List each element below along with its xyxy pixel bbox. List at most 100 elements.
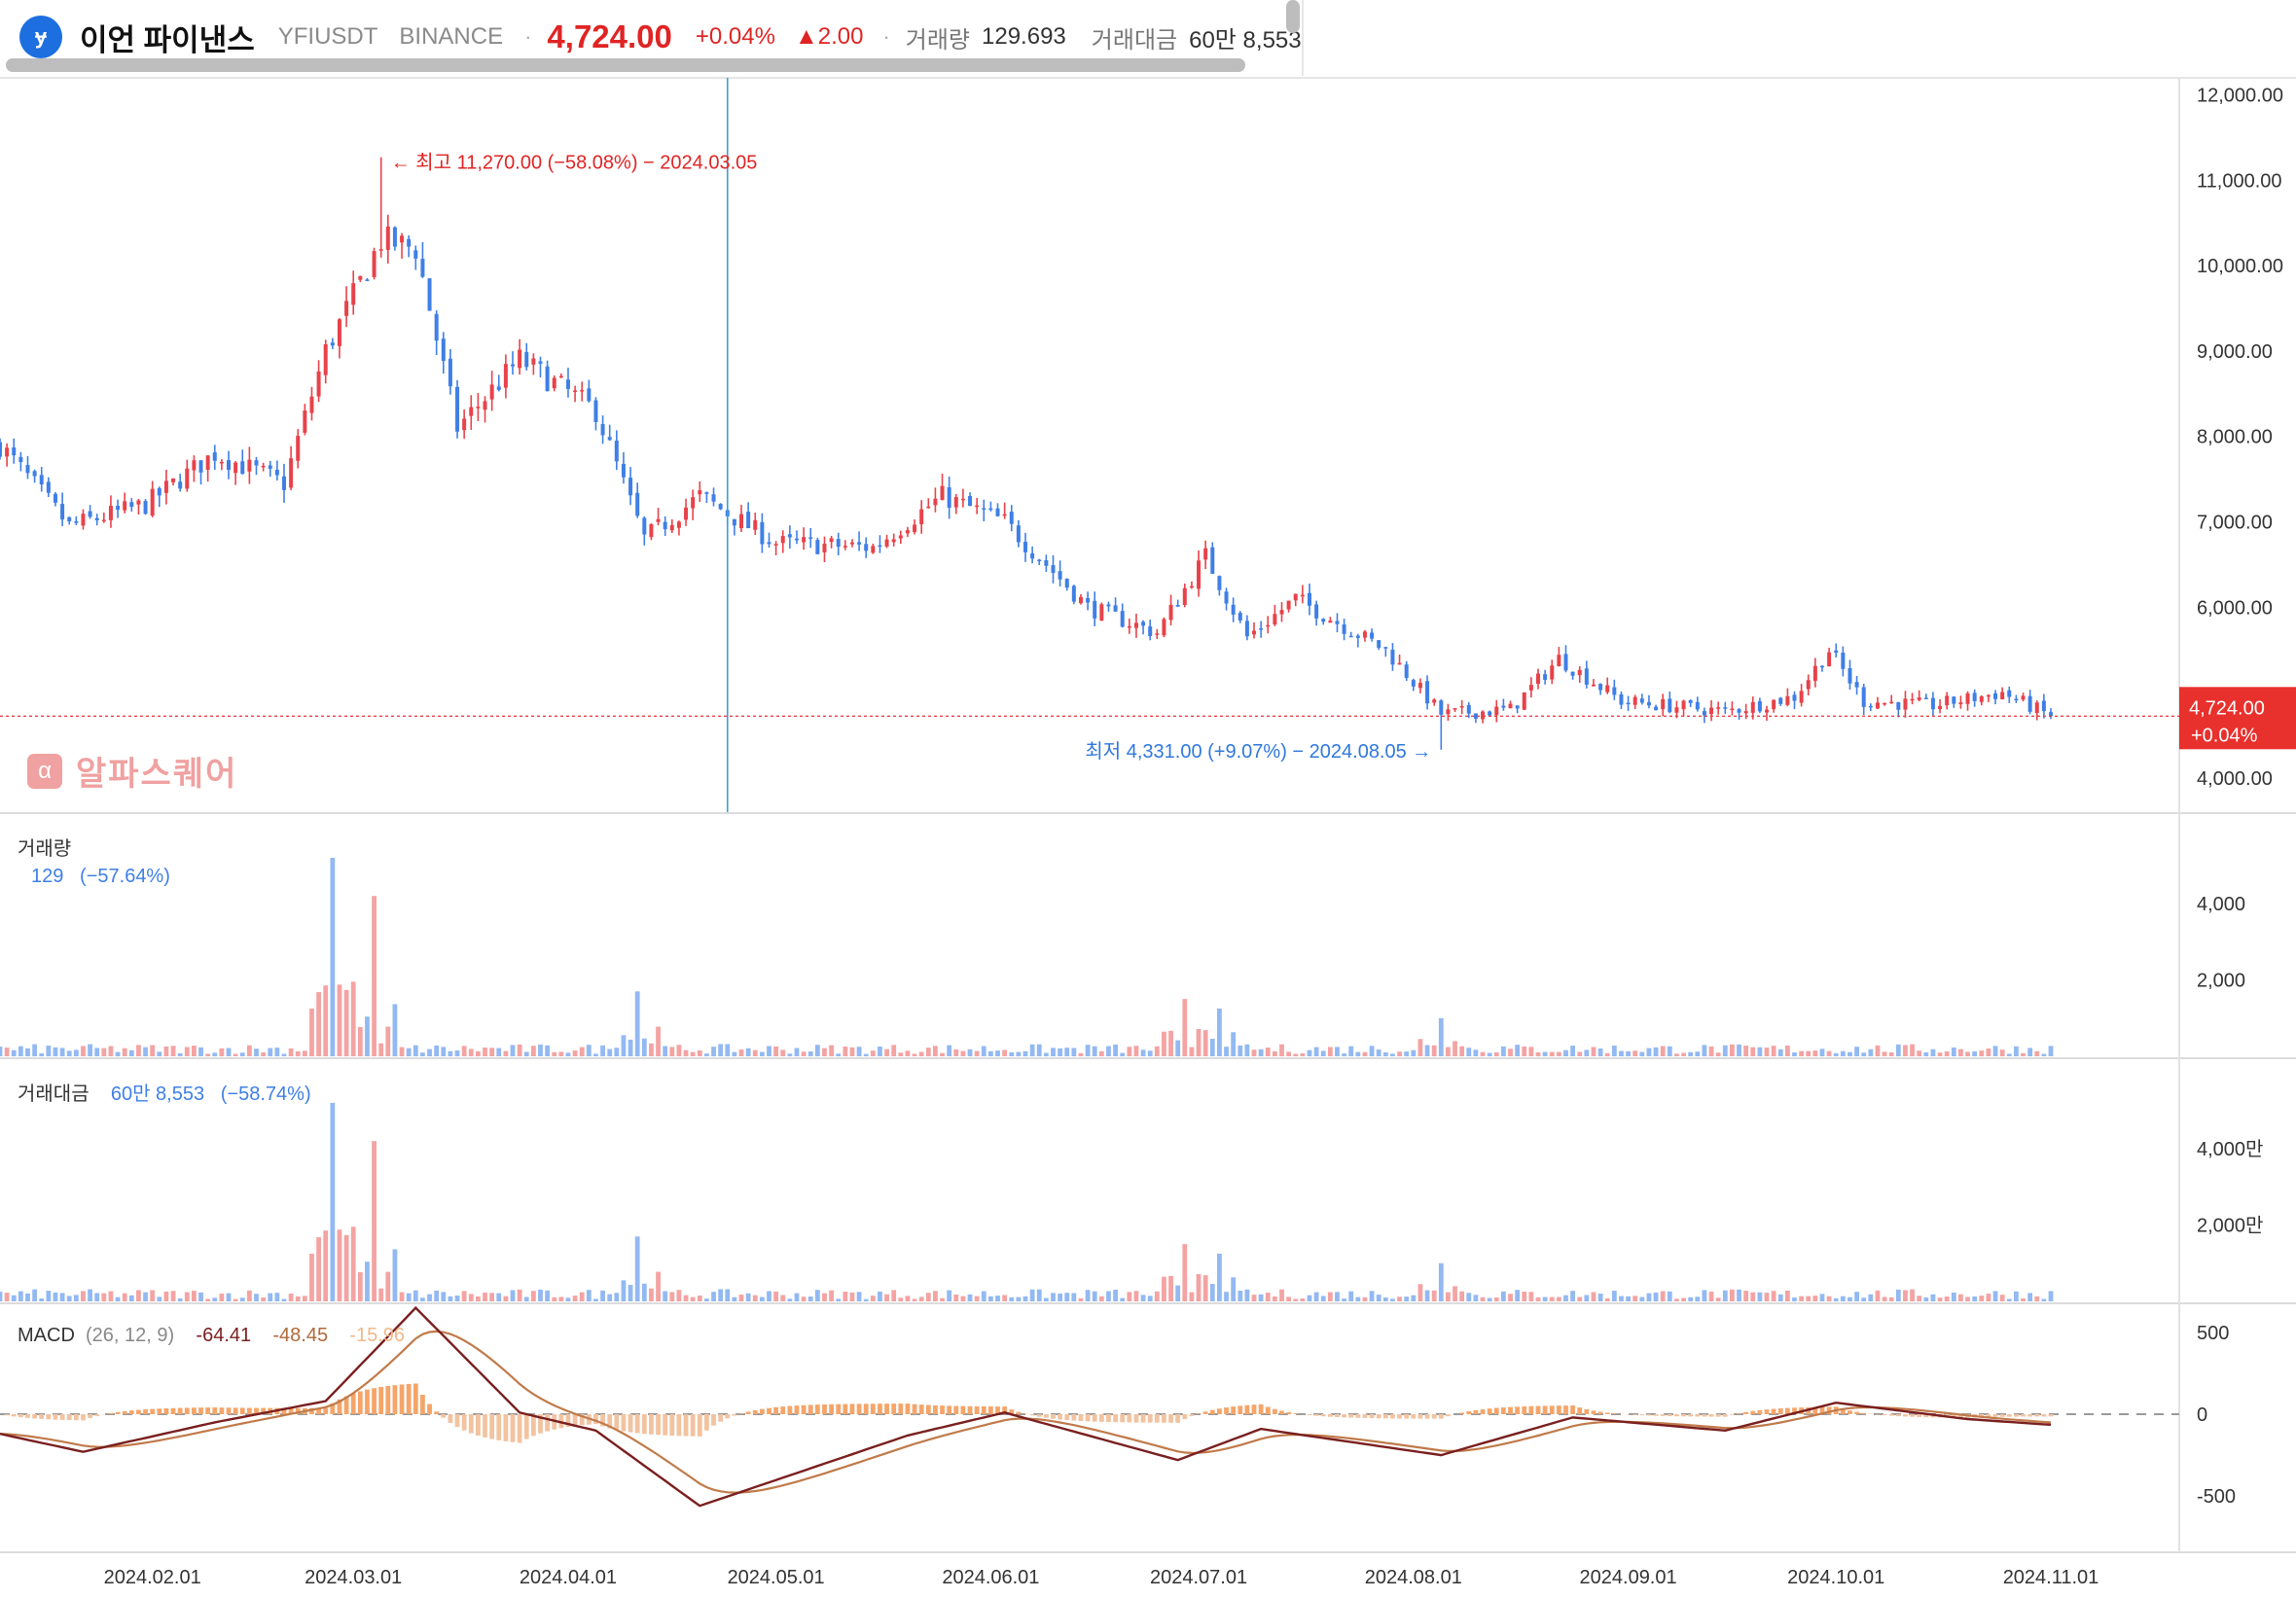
volume-bar bbox=[1972, 1050, 1978, 1056]
candle-body bbox=[1557, 655, 1561, 667]
volume-bar bbox=[441, 1047, 447, 1056]
candle-body bbox=[1481, 711, 1486, 720]
macd-histogram-bar bbox=[81, 1414, 86, 1421]
macd-histogram-bar bbox=[1743, 1411, 1749, 1414]
macd-histogram-bar bbox=[822, 1404, 827, 1414]
amount-bar bbox=[184, 1292, 190, 1301]
volume-bar bbox=[288, 1048, 294, 1056]
candle-body bbox=[628, 478, 633, 496]
macd-histogram-bar bbox=[1382, 1414, 1388, 1419]
amount-bar bbox=[88, 1289, 92, 1301]
amount-bar bbox=[1189, 1292, 1195, 1301]
candle-body bbox=[74, 520, 79, 523]
volume-bar bbox=[1799, 1050, 1805, 1056]
macd-histogram-bar bbox=[1597, 1411, 1603, 1414]
amount-bar bbox=[11, 1295, 17, 1301]
macd-histogram-bar bbox=[316, 1407, 321, 1414]
amount-bar bbox=[337, 1229, 342, 1301]
volume-bar bbox=[1895, 1044, 1901, 1056]
amount-bar bbox=[1958, 1294, 1963, 1301]
amount-bar bbox=[1051, 1293, 1056, 1301]
macd-histogram-bar bbox=[1362, 1414, 1368, 1418]
amount-bar bbox=[385, 1271, 391, 1301]
macd-histogram-bar bbox=[1106, 1414, 1111, 1423]
amount-bar bbox=[1009, 1297, 1015, 1301]
candle-body bbox=[1674, 707, 1679, 713]
macd-histogram-bar bbox=[829, 1404, 834, 1414]
candle-body bbox=[649, 523, 654, 538]
amount-bar bbox=[1619, 1296, 1624, 1301]
volume-bar bbox=[309, 1008, 314, 1056]
candle-body bbox=[1231, 604, 1236, 615]
candle-body bbox=[2034, 702, 2039, 714]
candle-body bbox=[1071, 586, 1076, 602]
amount-bar bbox=[81, 1291, 86, 1301]
amount-axis-tick: 2,000만 bbox=[2197, 1215, 2263, 1237]
amount-bar bbox=[1764, 1293, 1770, 1301]
candle-body bbox=[1799, 691, 1804, 703]
candle-body bbox=[378, 249, 383, 251]
candle-body bbox=[940, 485, 945, 501]
vertical-scrollbar[interactable] bbox=[1286, 0, 1300, 33]
candle-body bbox=[2027, 695, 2032, 712]
candle-body bbox=[621, 463, 626, 478]
amount-bar bbox=[1487, 1297, 1492, 1301]
volume-bar bbox=[1487, 1052, 1492, 1056]
volume-bar bbox=[1577, 1051, 1583, 1056]
candle-body bbox=[1903, 698, 1908, 710]
candle-body bbox=[18, 456, 23, 463]
asset-name[interactable]: 이언 파이낸스 bbox=[80, 22, 255, 57]
volume-bar bbox=[420, 1052, 425, 1056]
macd-histogram-bar bbox=[337, 1399, 342, 1414]
candle-body bbox=[1453, 708, 1457, 710]
macd-histogram-bar bbox=[711, 1414, 716, 1426]
amount-bar bbox=[226, 1293, 232, 1301]
amount-bar bbox=[780, 1295, 786, 1301]
amount-bar bbox=[718, 1289, 724, 1301]
amount-bar bbox=[1438, 1262, 1444, 1301]
candle-body bbox=[1508, 703, 1513, 709]
macd-histogram-bar bbox=[25, 1414, 30, 1418]
volume-bar bbox=[1702, 1045, 1707, 1056]
candle-body bbox=[101, 519, 106, 522]
volume-bar bbox=[759, 1051, 765, 1056]
candle-body bbox=[1584, 668, 1589, 685]
amount-bar bbox=[1175, 1285, 1181, 1301]
amount-bar bbox=[870, 1296, 876, 1301]
amount-bar bbox=[1224, 1292, 1229, 1301]
macd-histogram-bar bbox=[372, 1388, 377, 1414]
amount-bar bbox=[378, 1288, 384, 1301]
watermark: α 알파스퀘어 bbox=[27, 747, 237, 795]
macd-histogram-bar bbox=[420, 1395, 425, 1414]
volume-bar bbox=[1154, 1046, 1160, 1056]
volume-bar bbox=[1750, 1047, 1756, 1056]
candle-body bbox=[289, 458, 294, 488]
volume-bar bbox=[1036, 1044, 1042, 1056]
volume-bar bbox=[1667, 1046, 1672, 1056]
amount-bar bbox=[2021, 1297, 2026, 1301]
macd-histogram-bar bbox=[94, 1414, 100, 1416]
horizontal-scrollbar[interactable] bbox=[6, 58, 1245, 72]
candle-body bbox=[1577, 669, 1582, 676]
amount-bar bbox=[1424, 1290, 1430, 1301]
macd-histogram-bar bbox=[1175, 1414, 1181, 1423]
volume-bar bbox=[1127, 1047, 1132, 1056]
macd-histogram-bar bbox=[254, 1407, 259, 1414]
volume-bar bbox=[1646, 1048, 1652, 1056]
volume-bar bbox=[1147, 1050, 1153, 1056]
macd-histogram-bar bbox=[953, 1405, 959, 1414]
volume-bar bbox=[1958, 1048, 1963, 1056]
volume-bar bbox=[274, 1048, 280, 1056]
volume-bar bbox=[254, 1048, 259, 1056]
amount-bar bbox=[836, 1298, 842, 1301]
candle-body bbox=[400, 235, 405, 243]
candle-body bbox=[1342, 623, 1346, 634]
macd-histogram-bar bbox=[600, 1414, 605, 1427]
volume-bar bbox=[1833, 1052, 1839, 1056]
candle-body bbox=[1889, 701, 1894, 704]
candle-body bbox=[843, 546, 847, 548]
macd-histogram-bar bbox=[2041, 1414, 2047, 1417]
volume-bar bbox=[1168, 1030, 1173, 1056]
volume-bar bbox=[1051, 1048, 1056, 1056]
